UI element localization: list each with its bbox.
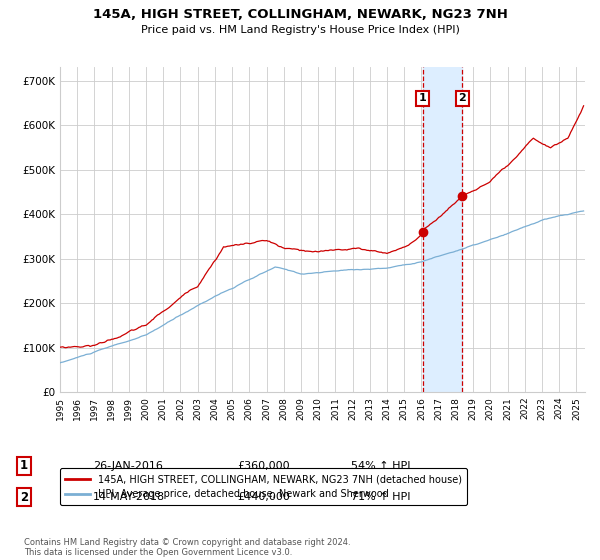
Text: 145A, HIGH STREET, COLLINGHAM, NEWARK, NG23 7NH: 145A, HIGH STREET, COLLINGHAM, NEWARK, N… [92, 8, 508, 21]
Text: £440,000: £440,000 [237, 492, 290, 502]
Text: 2: 2 [20, 491, 28, 504]
Text: 54% ↑ HPI: 54% ↑ HPI [351, 461, 410, 471]
Legend: 145A, HIGH STREET, COLLINGHAM, NEWARK, NG23 7NH (detached house), HPI: Average p: 145A, HIGH STREET, COLLINGHAM, NEWARK, N… [59, 468, 467, 505]
Text: 26-JAN-2016: 26-JAN-2016 [93, 461, 163, 471]
Text: Price paid vs. HM Land Registry's House Price Index (HPI): Price paid vs. HM Land Registry's House … [140, 25, 460, 35]
Text: Contains HM Land Registry data © Crown copyright and database right 2024.
This d: Contains HM Land Registry data © Crown c… [24, 538, 350, 557]
Text: 14-MAY-2018: 14-MAY-2018 [93, 492, 165, 502]
Text: 71% ↑ HPI: 71% ↑ HPI [351, 492, 410, 502]
Text: 1: 1 [20, 459, 28, 473]
Text: 2: 2 [458, 94, 466, 104]
Text: 1: 1 [419, 94, 427, 104]
Text: £360,000: £360,000 [237, 461, 290, 471]
Bar [422, 67, 462, 392]
